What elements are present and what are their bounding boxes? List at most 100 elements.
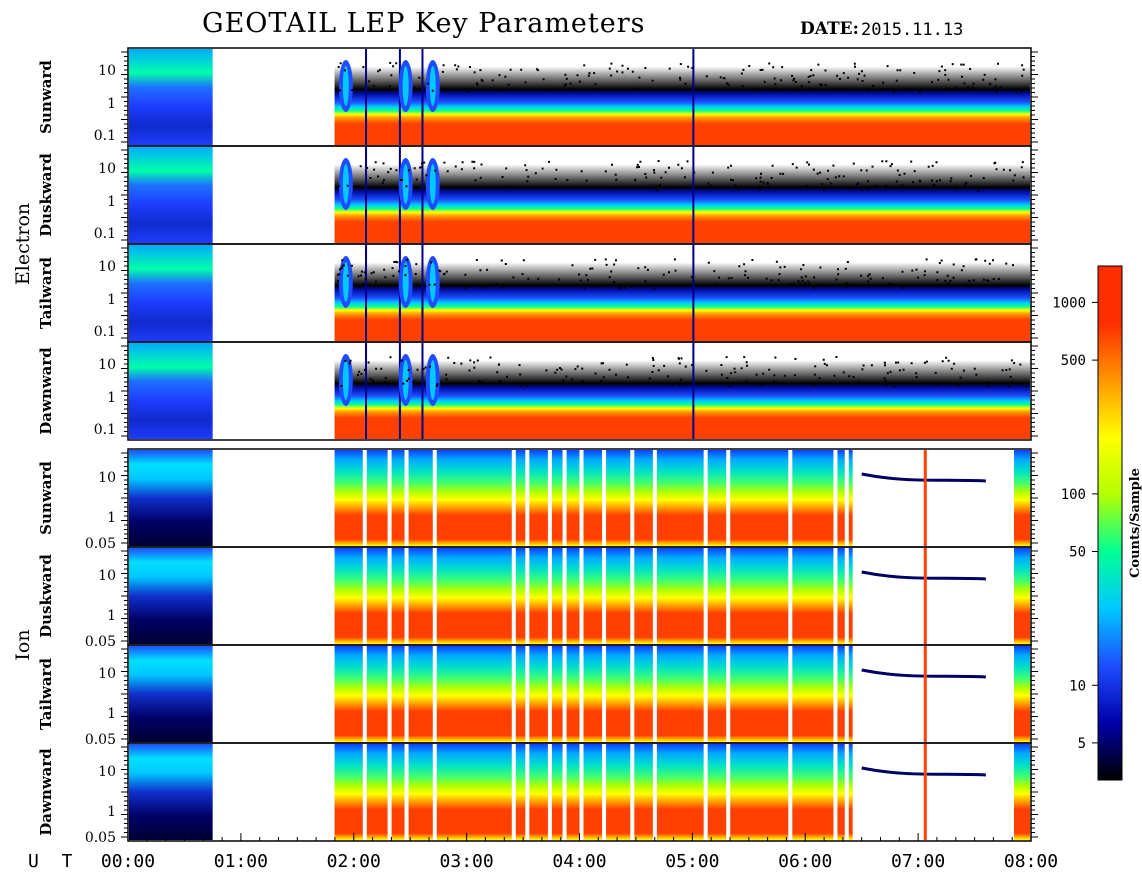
panel-ticks <box>121 149 1038 241</box>
panel-direction-label: Dawnward <box>37 748 55 836</box>
date-value: 2015.11.13 <box>861 20 964 40</box>
ion-tail-data <box>1014 646 1030 742</box>
data-gap-stripe <box>421 343 424 439</box>
data-gap-stripe <box>421 49 424 145</box>
y-tick-label: 1 <box>107 292 116 308</box>
data-gap-stripe <box>602 646 607 742</box>
data-gap-stripe <box>788 646 793 742</box>
data-gap-stripe <box>844 646 849 742</box>
time-tick-label: 04:00 <box>552 851 606 872</box>
data-gap-stripe <box>525 450 530 546</box>
time-tick-label: 03:00 <box>440 851 494 872</box>
data-gap-stripe <box>547 450 552 546</box>
time-tick-label: 02:00 <box>327 851 381 872</box>
panel-direction-label: Tailward <box>37 658 55 730</box>
colorbar-label: Counts/Sample <box>1128 468 1142 578</box>
panel-ion-tailward: 10 1 0.05 Tailward <box>37 644 1038 748</box>
ion-spike <box>923 450 927 546</box>
data-gap-stripe <box>726 744 731 840</box>
data-gap-stripe <box>511 548 516 644</box>
data-gap-stripe <box>652 450 657 546</box>
colorbar-tick-label: 10 <box>1069 678 1086 694</box>
panel-ticks <box>121 648 1038 740</box>
data-gap-stripe <box>562 450 567 546</box>
colorbar-tick-label: 1000 <box>1052 295 1086 311</box>
data-gap-stripe <box>703 548 708 644</box>
time-tick-label: 07:00 <box>891 851 945 872</box>
time-tick-label: 01:00 <box>214 851 268 872</box>
data-gap-stripe <box>630 646 635 742</box>
y-tick-label: 10 <box>98 259 116 275</box>
electron-burst-core <box>429 164 436 204</box>
early-data-block <box>129 147 213 243</box>
electron-burst-core <box>429 66 436 106</box>
data-gap-stripe <box>692 49 695 145</box>
y-tick-label: 1 <box>107 706 116 722</box>
panel-ticks <box>121 746 1038 838</box>
data-gap-stripe <box>833 548 838 644</box>
data-gap-stripe <box>547 548 552 644</box>
data-gap-stripe <box>602 450 607 546</box>
electron-burst-core <box>429 360 436 400</box>
y-tick-label: 0.05 <box>85 634 116 650</box>
data-gap-stripe <box>844 744 849 840</box>
group-label-ion: Ion <box>12 629 34 660</box>
electron-burst-core <box>342 360 349 400</box>
data-gap-stripe <box>692 343 695 439</box>
data-gap-stripe <box>421 245 424 341</box>
data-gap-stripe <box>652 548 657 644</box>
panel-ion-dawnward: 10 1 0.05 Dawnward <box>37 742 1038 846</box>
colorbar-tick-label: 50 <box>1069 544 1086 560</box>
y-tick-label: 1 <box>107 608 116 624</box>
ion-blank-top <box>852 450 1015 478</box>
ion-blank-region <box>852 673 1015 742</box>
panel-direction-label: Duskward <box>37 554 55 638</box>
data-gap-stripe <box>511 744 516 840</box>
ion-blank-top <box>852 548 1015 576</box>
early-data-block <box>129 245 213 341</box>
data-gap-stripe <box>365 343 368 439</box>
panel-ticks <box>121 345 1038 437</box>
early-data-block <box>129 343 213 439</box>
data-gap-stripe <box>579 548 584 644</box>
electron-burst-core <box>342 66 349 106</box>
ion-tail-data <box>1014 548 1030 644</box>
data-gap-stripe <box>844 548 849 644</box>
panel-ticks <box>121 247 1038 339</box>
data-gap-stripe <box>511 646 516 742</box>
data-gap-stripe <box>703 450 708 546</box>
y-tick-label: 10 <box>98 764 116 780</box>
data-gap-stripe <box>404 646 409 742</box>
y-tick-label: 10 <box>98 568 116 584</box>
y-tick-label: 0.05 <box>85 732 116 748</box>
electron-burst-core <box>402 360 409 400</box>
ion-blank-top <box>852 744 1015 772</box>
colorbar-tick-label: 100 <box>1061 487 1086 503</box>
panel-electron-tailward: 10 1 0.1 Tailward <box>37 243 1038 343</box>
data-gap-stripe <box>387 548 392 644</box>
spectrogram-body <box>334 147 1030 243</box>
data-gap-stripe <box>630 744 635 840</box>
panel-direction-label: Dawnward <box>37 347 55 435</box>
data-gap-stripe <box>562 646 567 742</box>
data-gap-stripe <box>432 450 437 546</box>
early-data-block <box>129 548 213 644</box>
data-gap-stripe <box>365 147 368 243</box>
data-gap-stripe <box>579 744 584 840</box>
panel-direction-label: Sunward <box>37 461 55 535</box>
data-gap-stripe <box>387 744 392 840</box>
ion-blank-region <box>852 575 1015 644</box>
ion-blank-region <box>852 477 1015 546</box>
y-tick-label: 1 <box>107 510 116 526</box>
data-gap-stripe <box>432 548 437 644</box>
date-label: DATE: <box>800 19 859 39</box>
data-gap-stripe <box>844 450 849 546</box>
time-axis-ticks <box>127 833 1032 841</box>
electron-burst-core <box>429 262 436 302</box>
electron-burst-core <box>402 66 409 106</box>
data-gap-stripe <box>703 646 708 742</box>
panel-electron-duskward: 10 1 0.1 Duskward <box>37 145 1038 245</box>
time-tick-label: 06:00 <box>778 851 832 872</box>
early-data-block <box>129 450 213 546</box>
y-tick-label: 10 <box>98 63 116 79</box>
